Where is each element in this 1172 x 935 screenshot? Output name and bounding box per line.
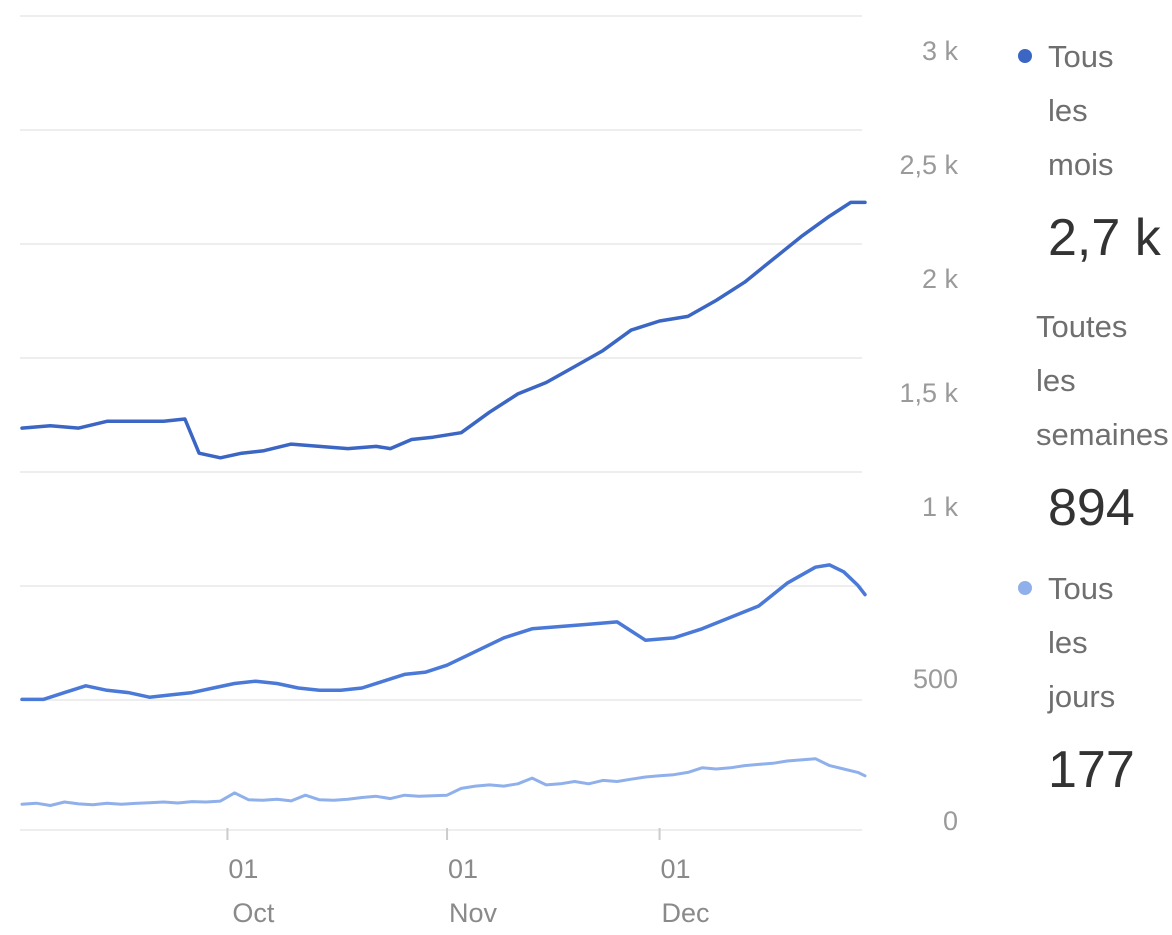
legend-dot-monthly — [1018, 49, 1032, 63]
y-tick-label: 500 — [913, 664, 958, 694]
x-tick-label-day: 01 — [661, 854, 691, 884]
series-lines — [20, 200, 867, 807]
y-tick-label: 3 k — [922, 36, 959, 66]
series-line-weekly — [20, 563, 867, 702]
legend-item-daily: Tous les jours 177 — [1018, 562, 1172, 802]
legend-item-weekly: Toutes les semaines 894 — [1018, 300, 1172, 540]
legend-value-daily: 177 — [1048, 741, 1135, 799]
y-tick-label: 1 k — [922, 492, 959, 522]
legend-dot-daily — [1018, 581, 1032, 595]
x-tick-label-day: 01 — [228, 854, 258, 884]
x-tick-label-day: 01 — [448, 854, 478, 884]
x-tick-label-month: Nov — [449, 898, 498, 928]
gridlines — [20, 15, 862, 831]
y-tick-label: 2,5 k — [899, 150, 958, 180]
y-tick-label: 1,5 k — [899, 378, 958, 408]
y-tick-label: 2 k — [922, 264, 959, 294]
legend-value-weekly: 894 — [1048, 479, 1135, 537]
x-tick-label-month: Oct — [232, 898, 275, 928]
y-tick-label: 0 — [943, 806, 958, 836]
legend-value-monthly: 2,7 k — [1048, 209, 1161, 267]
series-line-monthly — [20, 200, 867, 460]
legend-label-monthly: Tous les mois — [1048, 39, 1114, 182]
series-line-daily — [20, 757, 867, 807]
legend: Tous les mois 2,7 k Toutes les semaines … — [1018, 30, 1172, 802]
legend-item-monthly: Tous les mois 2,7 k — [1018, 30, 1172, 270]
x-tick-label-month: Dec — [662, 898, 710, 928]
legend-label-weekly: Toutes les semaines — [1036, 309, 1169, 452]
legend-label-daily: Tous les jours — [1048, 571, 1116, 714]
x-axis-ticks: 01 Oct 01 Nov 01 Dec — [226, 828, 710, 928]
